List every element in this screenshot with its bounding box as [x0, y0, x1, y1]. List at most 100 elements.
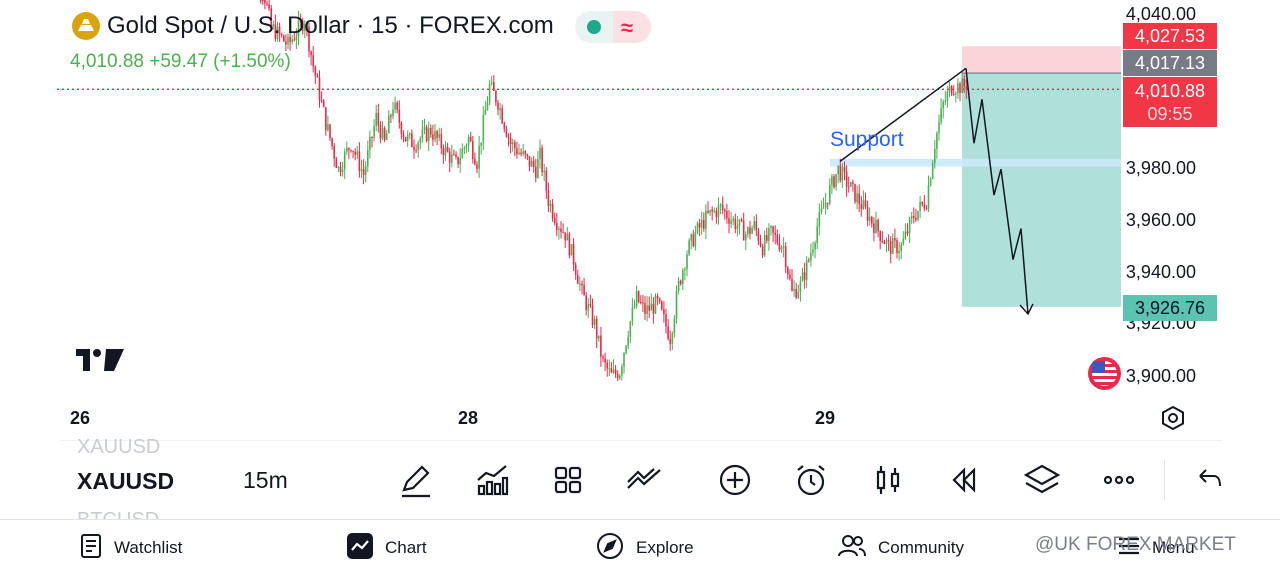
- candle-body: [957, 83, 959, 94]
- candle-body: [394, 102, 396, 110]
- candle-type-icon[interactable]: [868, 460, 908, 500]
- candle-body: [963, 78, 965, 87]
- candle-body: [581, 283, 583, 286]
- candle-body: [885, 240, 888, 244]
- candle-body: [900, 244, 902, 252]
- candle-body: [955, 93, 957, 95]
- candle-body: [270, 8, 272, 27]
- more-icon[interactable]: [1099, 460, 1139, 500]
- y-axis-label: 4,040.00: [1125, 4, 1196, 24]
- candle-body: [415, 150, 417, 152]
- chart-settings-icon[interactable]: [1160, 405, 1186, 436]
- add-circle-icon[interactable]: [715, 460, 755, 500]
- support-label[interactable]: Support: [830, 128, 904, 151]
- candle-body: [320, 100, 323, 102]
- candle-body: [944, 100, 947, 102]
- candle-body: [755, 221, 758, 231]
- indicators-icon[interactable]: [472, 460, 512, 500]
- candle-body: [640, 301, 642, 303]
- candle-body: [589, 304, 592, 306]
- us-flag-icon[interactable]: [1088, 357, 1121, 390]
- candle-body: [371, 137, 373, 139]
- candle-body: [753, 221, 755, 229]
- candle-body: [604, 358, 606, 363]
- candle-body: [535, 167, 537, 178]
- candle-body: [553, 217, 556, 224]
- nav-community[interactable]: Community: [838, 532, 964, 564]
- candle-body: [616, 373, 619, 379]
- y-axis-label: 3,900.00: [1125, 366, 1196, 386]
- interval-selector[interactable]: 15m: [243, 467, 288, 493]
- candle-body: [734, 218, 737, 229]
- candle-body: [705, 210, 707, 229]
- candle-body: [509, 137, 512, 145]
- candle-body: [306, 24, 308, 27]
- symbol-next[interactable]: BTCUSD: [77, 509, 159, 519]
- candle-body: [850, 182, 852, 187]
- candle-body: [776, 234, 779, 243]
- brush-icon[interactable]: [396, 460, 436, 500]
- candle-body: [654, 296, 657, 314]
- candle-body: [931, 163, 934, 179]
- candle-body: [847, 186, 850, 188]
- candle-body: [686, 254, 688, 270]
- candle-body: [952, 94, 955, 96]
- candle-body: [497, 102, 499, 110]
- candle-body: [337, 166, 340, 168]
- x-axis-label: 26: [70, 408, 91, 428]
- candle-body: [835, 174, 837, 188]
- candle-body: [688, 240, 690, 255]
- candle-body: [719, 204, 722, 206]
- candle-body: [562, 232, 564, 234]
- candle-body: [402, 134, 405, 138]
- nav-chart[interactable]: Chart: [347, 532, 427, 564]
- candle-body: [690, 234, 692, 241]
- candle-body: [293, 39, 296, 41]
- entry-price-tag: 4,017.13: [1123, 50, 1217, 76]
- replay-icon[interactable]: [944, 460, 984, 500]
- candle-body: [793, 288, 795, 291]
- candle-body: [707, 210, 709, 213]
- nav-menu[interactable]: Menu: [1118, 532, 1195, 564]
- candle-body: [482, 114, 485, 143]
- symbol-selector[interactable]: XAUUSD: [77, 468, 175, 494]
- nav-watchlist[interactable]: Watchlist: [80, 532, 182, 564]
- market-status-pill[interactable]: ≈: [575, 11, 651, 43]
- candle-body: [308, 26, 310, 52]
- candle-body: [637, 291, 640, 302]
- candle-body: [879, 231, 881, 241]
- candle-body: [747, 227, 749, 235]
- candle-body: [854, 183, 856, 203]
- candle-body: [965, 86, 968, 90]
- candle-body: [923, 203, 926, 209]
- symbol-prev[interactable]: XAUUSD: [77, 436, 161, 458]
- candle-body: [514, 142, 516, 149]
- candle-body: [400, 122, 403, 135]
- candle-body: [682, 270, 684, 284]
- candle-body: [413, 147, 415, 151]
- candle-body: [782, 246, 785, 248]
- symbol-title[interactable]: Gold Spot / U.S. Dollar · 15 · FOREX.com: [107, 12, 554, 39]
- y-axis-label: 3,960.00: [1125, 210, 1196, 230]
- candle-body: [264, 0, 266, 4]
- candle-body: [541, 147, 543, 173]
- candle-body: [398, 109, 401, 123]
- candle-body: [942, 101, 944, 109]
- candle-body: [360, 169, 363, 171]
- layout-grid-icon[interactable]: [548, 460, 588, 500]
- layers-icon[interactable]: [1022, 460, 1062, 500]
- alert-clock-icon[interactable]: [791, 460, 831, 500]
- candle-body: [551, 203, 554, 218]
- nav-explore[interactable]: Explore: [596, 532, 694, 564]
- candle-body: [322, 100, 325, 108]
- candle-body: [390, 115, 392, 117]
- candle-body: [948, 86, 951, 92]
- candle-body: [579, 283, 581, 285]
- undo-icon[interactable]: [1190, 460, 1230, 500]
- drawings-icon[interactable]: [624, 460, 664, 500]
- projection-path: [965, 68, 1029, 315]
- price-chart[interactable]: [0, 0, 1280, 440]
- candle-body: [824, 202, 827, 208]
- nav-label: Menu: [1152, 538, 1195, 557]
- candle-body: [684, 269, 686, 271]
